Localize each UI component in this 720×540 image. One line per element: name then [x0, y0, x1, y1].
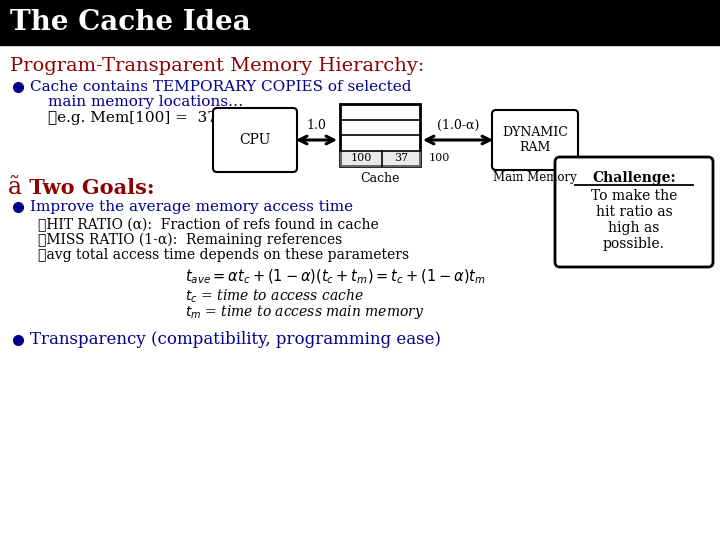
Text: ➤MISS RATIO (1-α):  Remaining references: ➤MISS RATIO (1-α): Remaining references	[38, 233, 342, 247]
Text: The Cache Idea: The Cache Idea	[10, 9, 251, 36]
Text: Program-Transparent Memory Hierarchy:: Program-Transparent Memory Hierarchy:	[10, 57, 424, 75]
Bar	[0, 0, 720, 45]
Text: Two Goals:: Two Goals:	[22, 178, 155, 198]
Text: main memory locations…: main memory locations…	[48, 95, 243, 109]
FancyBboxPatch shape	[213, 108, 297, 172]
Text: 37: 37	[394, 153, 408, 163]
FancyBboxPatch shape	[555, 157, 713, 267]
Text: (1.0-α): (1.0-α)	[437, 119, 480, 132]
Bar	[340, 151, 420, 166]
Text: Transparency (compatibility, programming ease): Transparency (compatibility, programming…	[30, 332, 441, 348]
Text: $t_m$ = time to access main memory: $t_m$ = time to access main memory	[185, 303, 424, 321]
Text: ➤e.g. Mem[100] =  37: ➤e.g. Mem[100] = 37	[48, 111, 217, 125]
Text: $t_c$ = time to access cache: $t_c$ = time to access cache	[185, 287, 364, 305]
Text: 100: 100	[351, 153, 372, 163]
Text: 100: 100	[428, 153, 450, 163]
Text: DYNAMIC
RAM: DYNAMIC RAM	[502, 126, 568, 154]
Text: To make the
hit ratio as
high as
possible.: To make the hit ratio as high as possibl…	[591, 188, 678, 251]
Text: Cache contains TEMPORARY COPIES of selected: Cache contains TEMPORARY COPIES of selec…	[30, 80, 412, 94]
Bar	[340, 104, 420, 166]
Text: 1.0: 1.0	[307, 119, 326, 132]
Text: Improve the average memory access time: Improve the average memory access time	[30, 200, 353, 214]
Text: Cache: Cache	[360, 172, 400, 185]
Text: Challenge:: Challenge:	[592, 171, 676, 185]
Text: ã: ã	[8, 177, 22, 199]
Text: CPU: CPU	[239, 133, 271, 147]
Text: ➤avg total access time depends on these parameters: ➤avg total access time depends on these …	[38, 248, 409, 262]
Text: Main Memory: Main Memory	[493, 172, 577, 185]
FancyBboxPatch shape	[492, 110, 578, 170]
Text: $t_{ave} = \alpha t_c + (1-\alpha)(t_c + t_m) = t_c + (1-\alpha)t_m$: $t_{ave} = \alpha t_c + (1-\alpha)(t_c +…	[185, 268, 486, 286]
Text: ➤HIT RATIO (α):  Fraction of refs found in cache: ➤HIT RATIO (α): Fraction of refs found i…	[38, 218, 379, 232]
